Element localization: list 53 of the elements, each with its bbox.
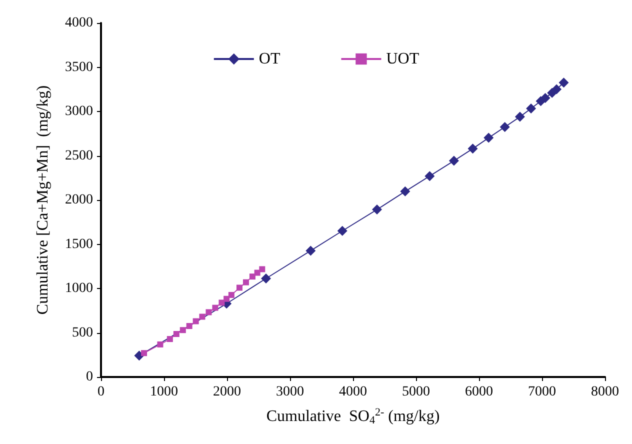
- point: [199, 314, 206, 320]
- x-tick-label: 5000: [402, 384, 430, 400]
- y-tick-label: 500: [72, 325, 93, 340]
- point: [259, 266, 266, 272]
- point: [141, 350, 148, 356]
- point: [468, 144, 478, 154]
- point: [540, 92, 550, 103]
- y-tick-label: 1500: [65, 236, 93, 252]
- y-tick-label: 3000: [65, 104, 93, 119]
- x-tick-label: 8000: [591, 384, 619, 400]
- point: [552, 84, 562, 94]
- x-tick-label: 2000: [213, 384, 241, 400]
- point: [484, 132, 494, 143]
- point: [242, 279, 249, 286]
- y-tick-label: 1000: [65, 281, 93, 296]
- point: [500, 122, 510, 132]
- point: [526, 103, 536, 114]
- point: [236, 284, 242, 291]
- point: [558, 78, 569, 88]
- y-tick-label: 2500: [65, 148, 93, 164]
- point: [372, 204, 382, 215]
- point: [212, 304, 218, 311]
- legend-label: UOT: [386, 50, 420, 68]
- point: [249, 274, 256, 280]
- y-tick-label: 4000: [65, 16, 93, 30]
- point: [448, 156, 459, 166]
- point: [192, 318, 199, 324]
- legend-label: OT: [258, 50, 280, 68]
- x-tick-label: 0: [98, 384, 104, 400]
- y-axis-title: Cumulative [Ca+Mg+Mn] (mg/kg): [34, 85, 52, 315]
- point: [224, 296, 230, 302]
- x-tick-label: 1000: [150, 384, 178, 400]
- point: [173, 330, 180, 337]
- point: [337, 226, 348, 236]
- x-tick-label: 3000: [276, 384, 304, 400]
- point: [424, 171, 435, 182]
- point: [228, 292, 234, 298]
- x-tick-label: 6000: [465, 384, 493, 400]
- point: [206, 309, 212, 316]
- y-tick-label: 0: [86, 370, 93, 384]
- point: [260, 274, 271, 284]
- point: [180, 327, 186, 334]
- point: [186, 323, 192, 330]
- y-tick-label: 2000: [65, 192, 93, 208]
- x-tick-label: 7000: [528, 384, 556, 400]
- point: [306, 246, 316, 256]
- x-tick-label: 4000: [339, 384, 367, 400]
- point: [400, 186, 410, 196]
- point: [218, 300, 225, 306]
- y-tick-label: 3500: [65, 60, 93, 75]
- point: [166, 336, 173, 342]
- point: [514, 112, 525, 122]
- point: [157, 341, 164, 348]
